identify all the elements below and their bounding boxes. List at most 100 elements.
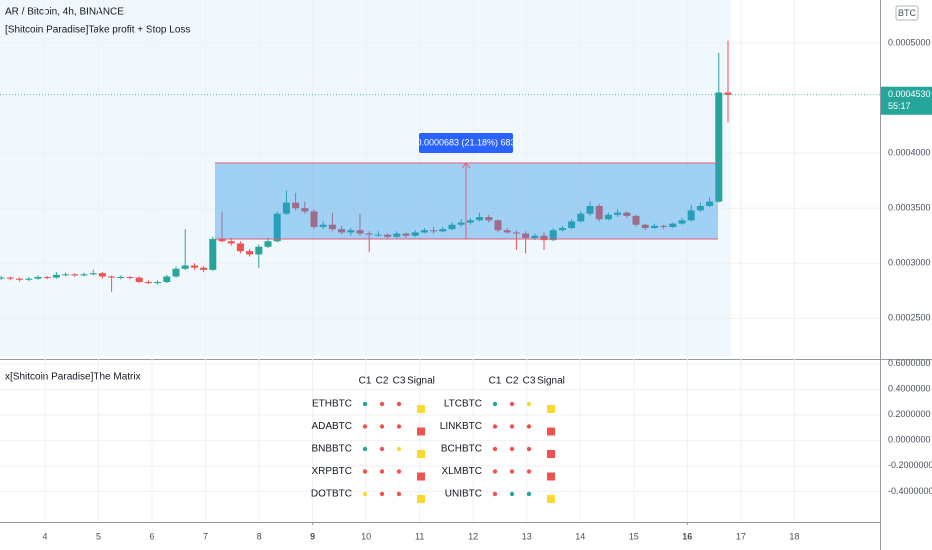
- currency-button[interactable]: [895, 5, 919, 21]
- matrix-header: C3: [523, 376, 536, 387]
- candle-body: [439, 229, 447, 232]
- candle-body: [540, 235, 548, 241]
- matrix-header: C3: [393, 376, 406, 387]
- candle-body: [669, 223, 677, 227]
- condition-dot: [509, 424, 515, 429]
- matrix-header: C2: [506, 376, 519, 387]
- candle-body: [0, 277, 5, 279]
- condition-dot: [379, 491, 385, 497]
- candle-body: [485, 217, 493, 221]
- pair-name: LINKBTC: [440, 421, 482, 432]
- signal-square: [417, 450, 425, 458]
- candle-body: [641, 224, 649, 229]
- candle-body: [687, 210, 695, 221]
- condition-dot: [492, 491, 498, 497]
- time-tick-label: 8: [257, 531, 262, 541]
- candle-body: [108, 276, 116, 278]
- signal-square: [417, 405, 425, 413]
- pair-name: BNBBTC: [311, 444, 352, 455]
- chart-title: AR / Bitcoin, 4h, BINANCE: [5, 7, 124, 18]
- pair-name: ADABTC: [311, 421, 352, 432]
- matrix-header: C1: [489, 376, 502, 387]
- time-tick-label: 16: [682, 531, 692, 541]
- signal-square: [547, 472, 555, 481]
- candle-body: [227, 241, 235, 244]
- currency-label[interactable]: BTC: [898, 8, 917, 18]
- condition-dot: [526, 491, 532, 497]
- candle-body: [89, 273, 97, 275]
- candle-body: [190, 265, 198, 268]
- candle-body: [34, 277, 42, 279]
- candle-body: [503, 230, 511, 233]
- condition-dot: [492, 446, 498, 452]
- candle-body: [6, 277, 14, 279]
- candle-body: [236, 243, 244, 252]
- candle-body: [448, 224, 456, 230]
- signal-square: [547, 405, 555, 413]
- candle-body: [338, 229, 346, 233]
- candle-body: [172, 268, 180, 277]
- candle-body: [310, 211, 318, 227]
- candle-body: [209, 239, 217, 270]
- signal-square: [547, 427, 555, 436]
- candle-body: [623, 212, 631, 216]
- condition-dot: [492, 424, 498, 429]
- indicator-tick-label: 0.4000000: [888, 384, 931, 394]
- time-tick-label: 9: [310, 531, 315, 541]
- pair-name: LTCBTC: [444, 399, 482, 410]
- time-tick-label: 12: [468, 531, 478, 541]
- candle-body: [660, 225, 668, 227]
- indicator-tick-label: 0.0000000: [888, 435, 931, 445]
- condition-dot: [526, 401, 532, 407]
- indicator-tick-label: 0.2000000: [888, 409, 931, 419]
- signal-square: [417, 472, 425, 481]
- condition-dot: [526, 446, 532, 452]
- candle-body: [604, 214, 612, 220]
- price-tick-label: 0.0005000: [888, 37, 931, 47]
- condition-dot: [396, 491, 402, 497]
- condition-dot: [509, 469, 515, 474]
- condition-dot: [362, 491, 368, 497]
- condition-dot: [509, 446, 515, 452]
- candle-body: [154, 281, 162, 284]
- condition-dot: [362, 424, 368, 429]
- pair-name: XLMBTC: [441, 466, 482, 477]
- candle-body: [678, 220, 686, 224]
- arrow-head: [461, 162, 471, 169]
- candle-body: [163, 276, 171, 282]
- candle-body: [650, 225, 658, 229]
- indicator-tick-label: -0.4000000: [888, 486, 932, 496]
- pair-name: DOTBTC: [311, 489, 352, 500]
- candle-body: [80, 274, 88, 276]
- indicator-title: [Shitcoin Paradise]Take profit + Stop Lo…: [5, 25, 190, 36]
- condition-dot: [396, 424, 402, 429]
- indicator-tick-label: 0.6000000: [888, 358, 931, 368]
- price-tick-label: 0.0003500: [888, 203, 931, 213]
- candle-body: [356, 230, 364, 234]
- time-tick-label: 14: [575, 531, 585, 541]
- signal-square: [547, 495, 555, 503]
- time-tick-label: 5: [96, 531, 101, 541]
- candle-body: [466, 220, 474, 223]
- price-tick-label: 0.0004000: [888, 147, 931, 157]
- time-tick-label: 17: [736, 531, 746, 541]
- candle-body: [696, 205, 704, 211]
- time-tick-label: 13: [522, 531, 532, 541]
- candle-body: [420, 230, 428, 233]
- candle-body: [430, 230, 438, 232]
- candle-body: [98, 273, 106, 277]
- candle-body: [476, 217, 484, 221]
- matrix-header: C1: [359, 376, 372, 387]
- indicator-tick-label: -0.2000000: [888, 460, 932, 470]
- candle-body: [264, 241, 272, 247]
- candle-body: [522, 233, 530, 238]
- signal-square: [417, 495, 425, 503]
- condition-dot: [492, 469, 498, 474]
- candle-body: [632, 215, 640, 225]
- condition-dot: [379, 424, 385, 429]
- candle-body: [374, 234, 382, 236]
- candle-body: [282, 202, 290, 214]
- candle-body: [558, 228, 566, 231]
- candle-body: [16, 278, 24, 280]
- matrix-header: Signal: [407, 376, 435, 387]
